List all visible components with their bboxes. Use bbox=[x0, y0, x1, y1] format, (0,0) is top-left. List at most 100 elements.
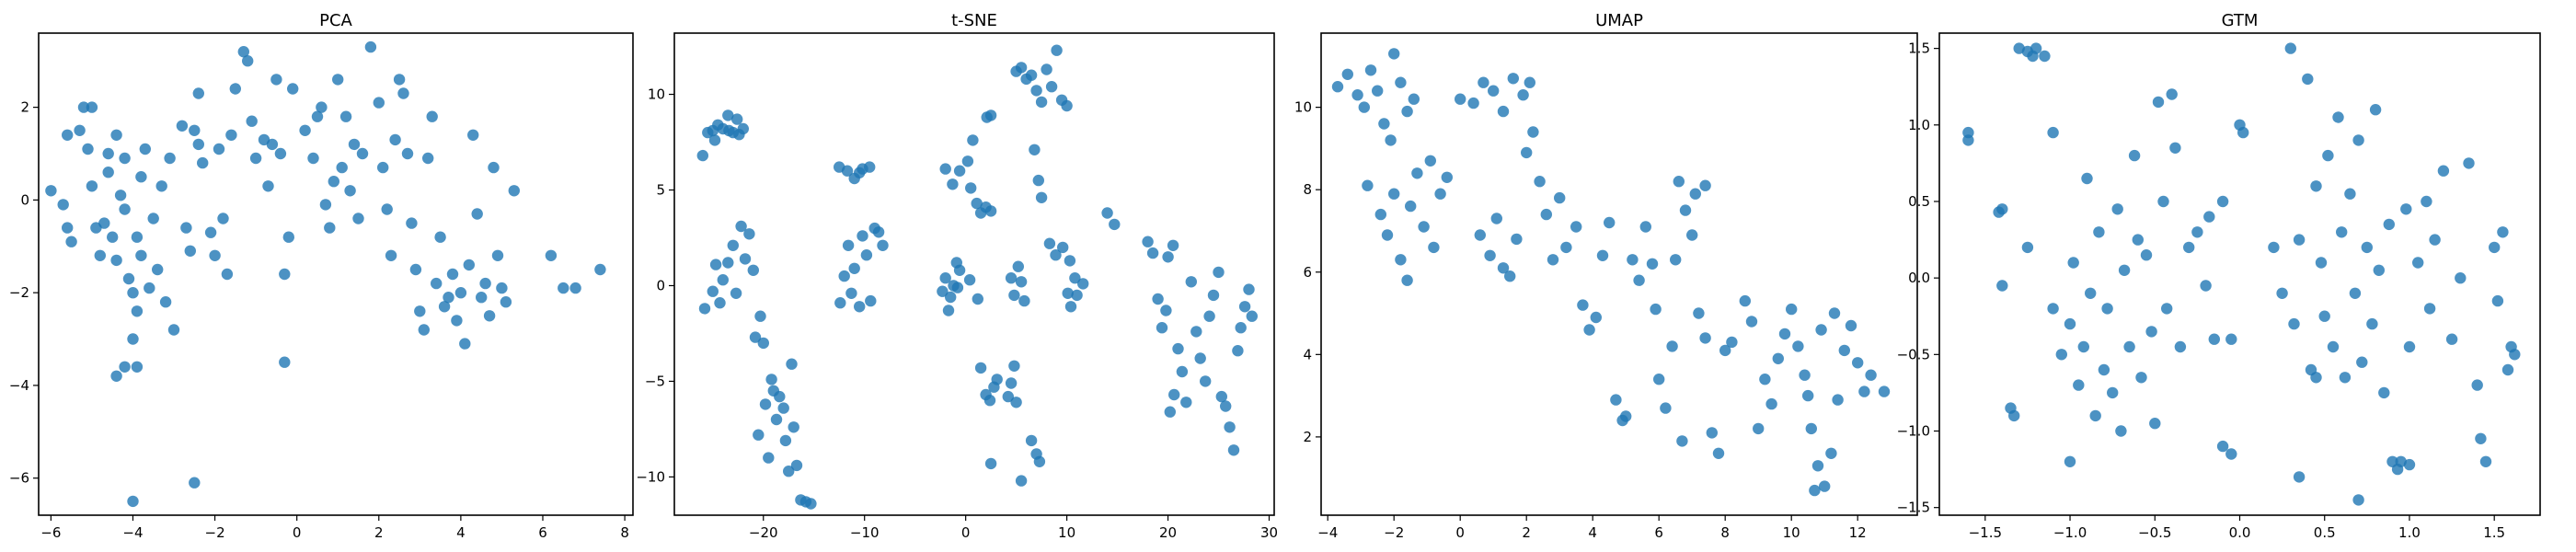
data-point bbox=[2107, 386, 2119, 399]
data-point bbox=[1517, 89, 1529, 101]
data-point bbox=[1570, 221, 1582, 233]
chart-title: t-SNE bbox=[951, 11, 997, 30]
data-point bbox=[1160, 305, 1172, 316]
x-tick-label: 4 bbox=[456, 524, 466, 541]
data-point bbox=[1772, 352, 1785, 364]
data-point bbox=[1996, 280, 2008, 292]
subplot-gtm: −1.5 −1.0 −0.5 0.0 0.5 1.0 1.5 −1.5 −1.0 −0.5 0.0 0… bbox=[1897, 11, 2541, 541]
data-point bbox=[237, 46, 249, 58]
data-point bbox=[1521, 146, 1533, 159]
data-point bbox=[1490, 213, 1503, 224]
data-point bbox=[2115, 425, 2127, 437]
y-tick-label: −0.5 bbox=[1897, 346, 1930, 362]
data-point bbox=[1852, 357, 1864, 369]
y-tick-label: 0 bbox=[656, 277, 665, 293]
data-point bbox=[82, 143, 94, 155]
y-tick-label: 10 bbox=[648, 86, 665, 103]
data-point bbox=[1524, 76, 1536, 88]
data-point bbox=[2501, 363, 2514, 376]
data-point bbox=[759, 398, 772, 410]
data-point bbox=[1815, 324, 1827, 336]
data-point bbox=[107, 231, 119, 243]
data-point bbox=[1167, 239, 1179, 251]
data-point bbox=[1029, 144, 1041, 155]
x-tick-label: 10 bbox=[1058, 524, 1075, 541]
data-point bbox=[446, 268, 459, 281]
data-point bbox=[438, 301, 451, 313]
data-point bbox=[1057, 241, 1069, 254]
data-point bbox=[1051, 44, 1063, 56]
data-point bbox=[783, 466, 795, 477]
data-point bbox=[947, 178, 959, 190]
x-tick-label: −10 bbox=[850, 524, 880, 541]
data-point bbox=[1043, 237, 1056, 249]
data-point bbox=[122, 272, 135, 285]
data-point bbox=[774, 390, 786, 403]
data-point bbox=[1025, 434, 1038, 447]
data-point bbox=[1005, 377, 1018, 389]
data-point bbox=[545, 249, 558, 261]
data-point bbox=[2332, 111, 2344, 123]
data-point bbox=[1035, 191, 1048, 203]
data-point bbox=[287, 83, 299, 95]
data-point bbox=[127, 495, 139, 508]
x-tick-label: 8 bbox=[620, 524, 629, 541]
data-point bbox=[2101, 303, 2113, 315]
y-tick-label: −4 bbox=[9, 377, 29, 394]
data-point bbox=[951, 282, 964, 293]
data-point bbox=[209, 249, 221, 261]
data-point bbox=[463, 259, 475, 271]
data-point bbox=[110, 129, 122, 141]
data-point bbox=[270, 74, 282, 86]
data-point bbox=[2021, 241, 2034, 254]
data-point bbox=[763, 452, 775, 464]
data-point bbox=[1660, 402, 1672, 414]
data-point bbox=[279, 268, 291, 281]
data-point bbox=[1364, 64, 1377, 76]
data-point bbox=[1739, 294, 1752, 307]
data-point bbox=[698, 303, 711, 315]
data-point bbox=[1633, 274, 1645, 286]
data-point bbox=[1719, 344, 1731, 357]
data-point bbox=[110, 370, 122, 382]
data-point bbox=[1005, 272, 1018, 284]
data-point bbox=[1583, 324, 1595, 336]
data-point bbox=[86, 180, 98, 192]
data-point bbox=[1411, 167, 1423, 179]
data-point bbox=[483, 310, 496, 322]
y-tick-label: −10 bbox=[636, 468, 665, 485]
data-point bbox=[2132, 234, 2144, 246]
data-point bbox=[316, 101, 328, 113]
data-point bbox=[963, 274, 976, 286]
data-point bbox=[717, 274, 729, 286]
data-point bbox=[62, 222, 74, 234]
chart-title: GTM bbox=[2222, 11, 2259, 30]
data-point bbox=[77, 101, 90, 113]
data-point bbox=[722, 257, 734, 269]
data-point bbox=[1699, 332, 1711, 344]
data-point bbox=[414, 305, 426, 317]
data-point bbox=[2463, 157, 2475, 169]
x-tick-label: 2 bbox=[1522, 524, 1531, 541]
data-point bbox=[953, 165, 966, 177]
data-point bbox=[127, 287, 139, 299]
x-tick-label: −4 bbox=[122, 524, 143, 541]
data-point bbox=[451, 315, 463, 327]
data-point bbox=[1424, 155, 1437, 167]
data-point bbox=[1693, 307, 1705, 319]
data-point bbox=[2293, 234, 2306, 246]
data-point bbox=[2497, 226, 2509, 238]
data-point bbox=[242, 54, 254, 67]
data-point bbox=[311, 110, 324, 122]
data-point bbox=[1759, 374, 1771, 385]
data-point bbox=[1358, 101, 1371, 113]
data-point bbox=[1507, 73, 1520, 85]
data-point bbox=[2166, 88, 2178, 100]
data-point bbox=[1778, 328, 1791, 340]
data-point bbox=[2169, 142, 2181, 154]
data-point bbox=[1015, 475, 1028, 487]
data-point bbox=[94, 249, 107, 261]
data-point bbox=[961, 155, 974, 167]
data-point bbox=[1213, 266, 1225, 279]
x-tick-label: −20 bbox=[749, 524, 778, 541]
